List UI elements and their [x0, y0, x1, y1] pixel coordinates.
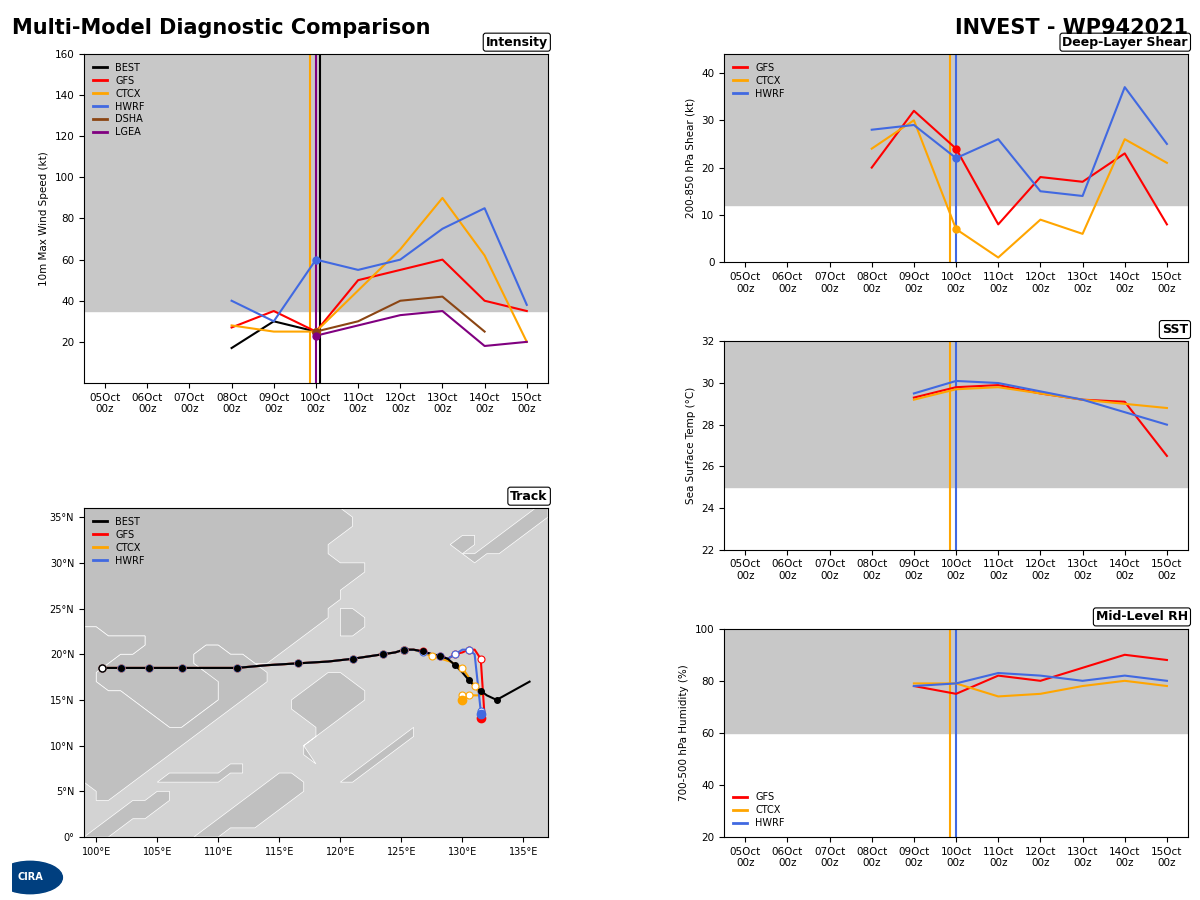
Legend: BEST, GFS, CTCX, HWRF, DSHA, LGEA: BEST, GFS, CTCX, HWRF, DSHA, LGEA	[89, 58, 149, 141]
Bar	[724, 404, 1188, 487]
Polygon shape	[194, 773, 304, 837]
Bar	[724, 680, 1188, 733]
Text: Deep-Layer Shear: Deep-Layer Shear	[1062, 36, 1188, 49]
Text: Mid-Level RH: Mid-Level RH	[1096, 610, 1188, 624]
Polygon shape	[450, 536, 475, 554]
Y-axis label: 700-500 hPa Humidity (%): 700-500 hPa Humidity (%)	[679, 664, 689, 801]
Bar	[84, 188, 548, 249]
Polygon shape	[341, 727, 414, 782]
Polygon shape	[462, 508, 548, 562]
Legend: GFS, CTCX, HWRF: GFS, CTCX, HWRF	[728, 58, 788, 103]
Bar	[724, 629, 1188, 680]
Text: SST: SST	[1162, 323, 1188, 336]
Bar	[724, 54, 1188, 167]
Text: INVEST - WP942021: INVEST - WP942021	[955, 18, 1188, 38]
Y-axis label: 10m Max Wind Speed (kt): 10m Max Wind Speed (kt)	[38, 151, 49, 286]
Legend: BEST, GFS, CTCX, HWRF: BEST, GFS, CTCX, HWRF	[89, 513, 149, 570]
Legend: GFS, CTCX, HWRF: GFS, CTCX, HWRF	[728, 788, 788, 832]
Polygon shape	[292, 672, 365, 764]
Polygon shape	[341, 608, 365, 636]
Bar	[84, 249, 548, 311]
Text: Track: Track	[510, 490, 548, 503]
Text: Intensity: Intensity	[486, 36, 548, 49]
Polygon shape	[84, 791, 169, 837]
Bar	[724, 167, 1188, 205]
Polygon shape	[84, 508, 365, 727]
Text: CIRA: CIRA	[17, 872, 43, 883]
Text: Multi-Model Diagnostic Comparison: Multi-Model Diagnostic Comparison	[12, 18, 431, 38]
Y-axis label: 200-850 hPa Shear (kt): 200-850 hPa Shear (kt)	[685, 98, 696, 218]
Circle shape	[0, 861, 62, 894]
Bar	[84, 54, 548, 188]
Y-axis label: Sea Surface Temp (°C): Sea Surface Temp (°C)	[685, 387, 696, 504]
Polygon shape	[84, 626, 268, 800]
Polygon shape	[157, 764, 242, 782]
Bar	[724, 341, 1188, 404]
